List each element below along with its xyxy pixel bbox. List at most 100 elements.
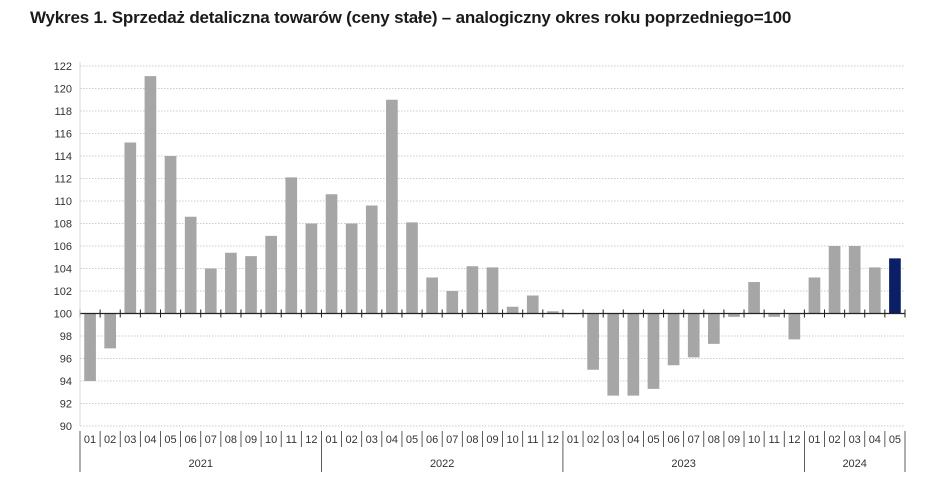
y-tick-label: 106	[54, 241, 72, 253]
x-tick-label: 09	[486, 434, 498, 446]
x-tick-label: 01	[567, 434, 579, 446]
bar	[647, 313, 660, 389]
bar	[386, 99, 398, 314]
bar	[607, 313, 620, 396]
x-tick-label: 10	[265, 434, 277, 446]
year-label: 2023	[671, 458, 695, 470]
x-tick-label: 01	[84, 434, 96, 446]
x-tick-label: 11	[768, 434, 779, 446]
y-tick-label: 98	[60, 331, 72, 343]
x-tick-label: 02	[828, 434, 840, 446]
bar	[788, 313, 801, 340]
y-tick-label: 114	[54, 151, 72, 163]
x-tick-label: 06	[667, 434, 679, 446]
x-tick-label: 03	[366, 434, 378, 446]
year-labels: 2021 2022 2023 2024	[79, 447, 906, 472]
y-tick-label: 120	[54, 84, 72, 96]
bar	[526, 295, 539, 314]
bar	[486, 267, 499, 314]
bar	[748, 282, 760, 314]
x-tick-label: 03	[607, 434, 619, 446]
x-axis-ticks: 01 02 03 04 05 06 07 08 09 10 11 12 01 02 03 04 05 06 07 08…	[79, 431, 906, 447]
x-tick-label: 05	[647, 434, 659, 446]
y-tick-label: 92	[60, 399, 72, 411]
bar	[768, 313, 781, 317]
x-tick-label: 01	[808, 434, 820, 446]
y-tick-label: 96	[60, 354, 72, 366]
x-tick-label: 01	[325, 434, 337, 446]
bar	[104, 313, 117, 349]
y-tick-label: 110	[54, 196, 72, 208]
x-tick-label: 03	[849, 434, 861, 446]
y-tick-label: 104	[54, 264, 72, 276]
bar	[84, 313, 96, 381]
bar	[587, 313, 599, 370]
bar	[667, 313, 680, 366]
bar	[728, 313, 740, 317]
x-tick-label: 04	[144, 434, 156, 446]
x-tick-label: 07	[688, 434, 700, 446]
bar	[144, 76, 157, 314]
x-tick-label: 12	[788, 434, 800, 446]
bar	[547, 311, 559, 314]
x-tick-label: 06	[426, 434, 438, 446]
x-tick-label: 04	[627, 434, 639, 446]
x-tick-label: 08	[708, 434, 720, 446]
bar	[265, 235, 277, 314]
x-tick-label: 04	[869, 434, 881, 446]
bar	[808, 277, 821, 314]
bar	[406, 222, 418, 314]
bar	[708, 313, 720, 344]
y-tick-label: 100	[54, 309, 72, 321]
bar	[889, 258, 901, 314]
bar	[687, 313, 700, 358]
y-tick-label: 116	[54, 129, 72, 141]
x-tick-label: 05	[164, 434, 176, 446]
x-tick-label: 06	[185, 434, 197, 446]
year-label: 2021	[188, 458, 212, 470]
bar	[164, 156, 177, 314]
x-tick-label: 05	[889, 434, 901, 446]
x-tick-label: 08	[225, 434, 237, 446]
x-tick-label: 09	[245, 434, 257, 446]
y-tick-label: 122	[54, 61, 72, 73]
bar	[365, 205, 378, 314]
bar	[285, 177, 298, 314]
chart-title: Wykres 1. Sprzedaż detaliczna towarów (c…	[30, 8, 792, 27]
x-tick-label: 02	[587, 434, 599, 446]
x-tick-label: 10	[506, 434, 518, 446]
x-tick-label: 12	[547, 434, 559, 446]
bar	[446, 291, 459, 314]
bars	[84, 76, 901, 396]
bar	[184, 216, 197, 314]
y-axis-ticks: 90 92 94 96 98 100 102 104 106 108 110 112 114 116 118…	[54, 61, 72, 433]
y-tick-label: 118	[54, 106, 72, 118]
x-tick-label: 05	[406, 434, 418, 446]
x-tick-label: 11	[286, 434, 297, 446]
x-tick-label: 09	[728, 434, 740, 446]
axes	[79, 62, 906, 426]
bar	[345, 223, 358, 314]
gridlines	[80, 65, 905, 427]
bar	[426, 277, 438, 314]
bar	[225, 252, 237, 314]
y-tick-label: 112	[54, 174, 72, 186]
bar	[245, 256, 257, 314]
y-tick-label: 102	[54, 286, 72, 298]
y-tick-label: 90	[60, 421, 72, 433]
year-label: 2022	[430, 458, 454, 470]
bar	[305, 223, 318, 314]
x-tick-label: 04	[386, 434, 398, 446]
x-tick-label: 07	[205, 434, 217, 446]
bar	[466, 266, 479, 314]
bar	[506, 306, 519, 314]
x-tick-label: 12	[305, 434, 317, 446]
bar	[325, 194, 338, 314]
y-tick-label: 108	[54, 219, 72, 231]
x-tick-label: 07	[446, 434, 458, 446]
bar	[828, 246, 841, 314]
x-tick-label: 02	[104, 434, 116, 446]
x-tick-label: 08	[466, 434, 478, 446]
bar	[124, 142, 137, 314]
